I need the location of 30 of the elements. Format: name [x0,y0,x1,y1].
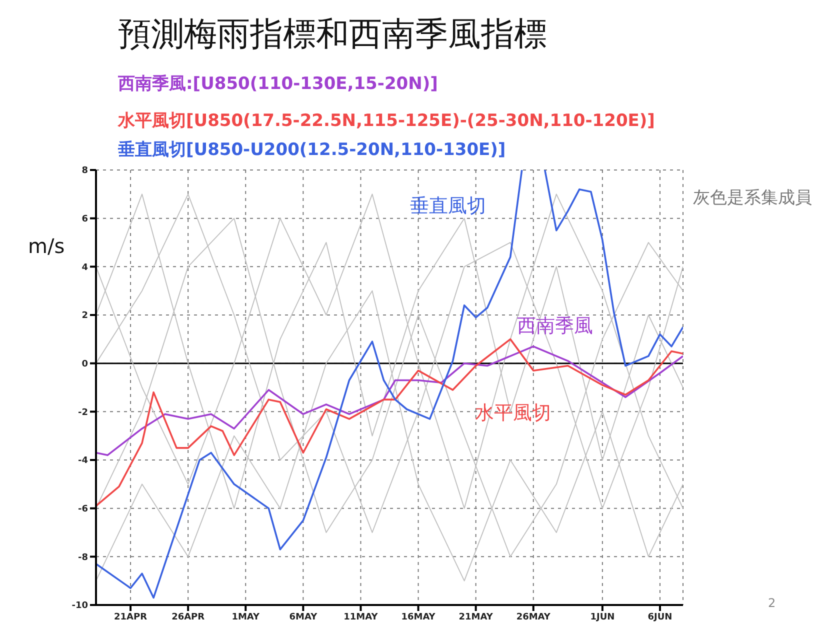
y-tick-label: 0 [82,360,88,370]
y-tick-label: -8 [78,552,88,563]
y-tick-label: -4 [78,456,88,466]
y-tick-label: 2 [82,311,88,322]
x-tick-label: 21MAY [458,612,494,622]
annotation: 垂直風切 [410,194,486,219]
y-tick-label: -6 [78,504,88,515]
x-tick-label: 16MAY [401,612,436,622]
x-tick-label: 26APR [172,612,205,622]
text: 2 [768,596,776,610]
x-tick-label: 21APR [114,612,148,622]
x-tick-label: 1JUN [590,612,615,622]
annotation: 西南季風 [517,314,593,339]
text: 水平風切[U850(17.5-22.5N,115-125E)-(25-30N,110-120E)] [118,110,655,132]
y-axis-title: m/s [28,234,65,258]
y-tick-label: 8 [82,166,88,176]
chart-title: 預測梅雨指標和西南季風指標 [118,13,547,55]
annotation: 水平風切 [475,401,551,426]
x-tick-label: 11MAY [344,612,378,622]
text: 灰色是系集成員 [693,187,812,209]
x-tick-label: 6MAY [289,612,318,622]
y-tick-label: -10 [72,601,88,612]
series-label: 垂直風切[U850-U200(12.5-20N,110-130E)] [118,139,507,161]
x-tick-label: 26MAY [516,612,551,622]
y-tick-label: 4 [82,262,88,273]
y-tick-label: -2 [78,408,88,418]
x-tick-label: 6JUN [648,612,672,622]
y-tick-label: 6 [82,214,88,225]
x-tick-label: 1MAY [232,612,260,622]
text: 西南季風:[U850(110-130E,15-20N)] [118,73,439,95]
